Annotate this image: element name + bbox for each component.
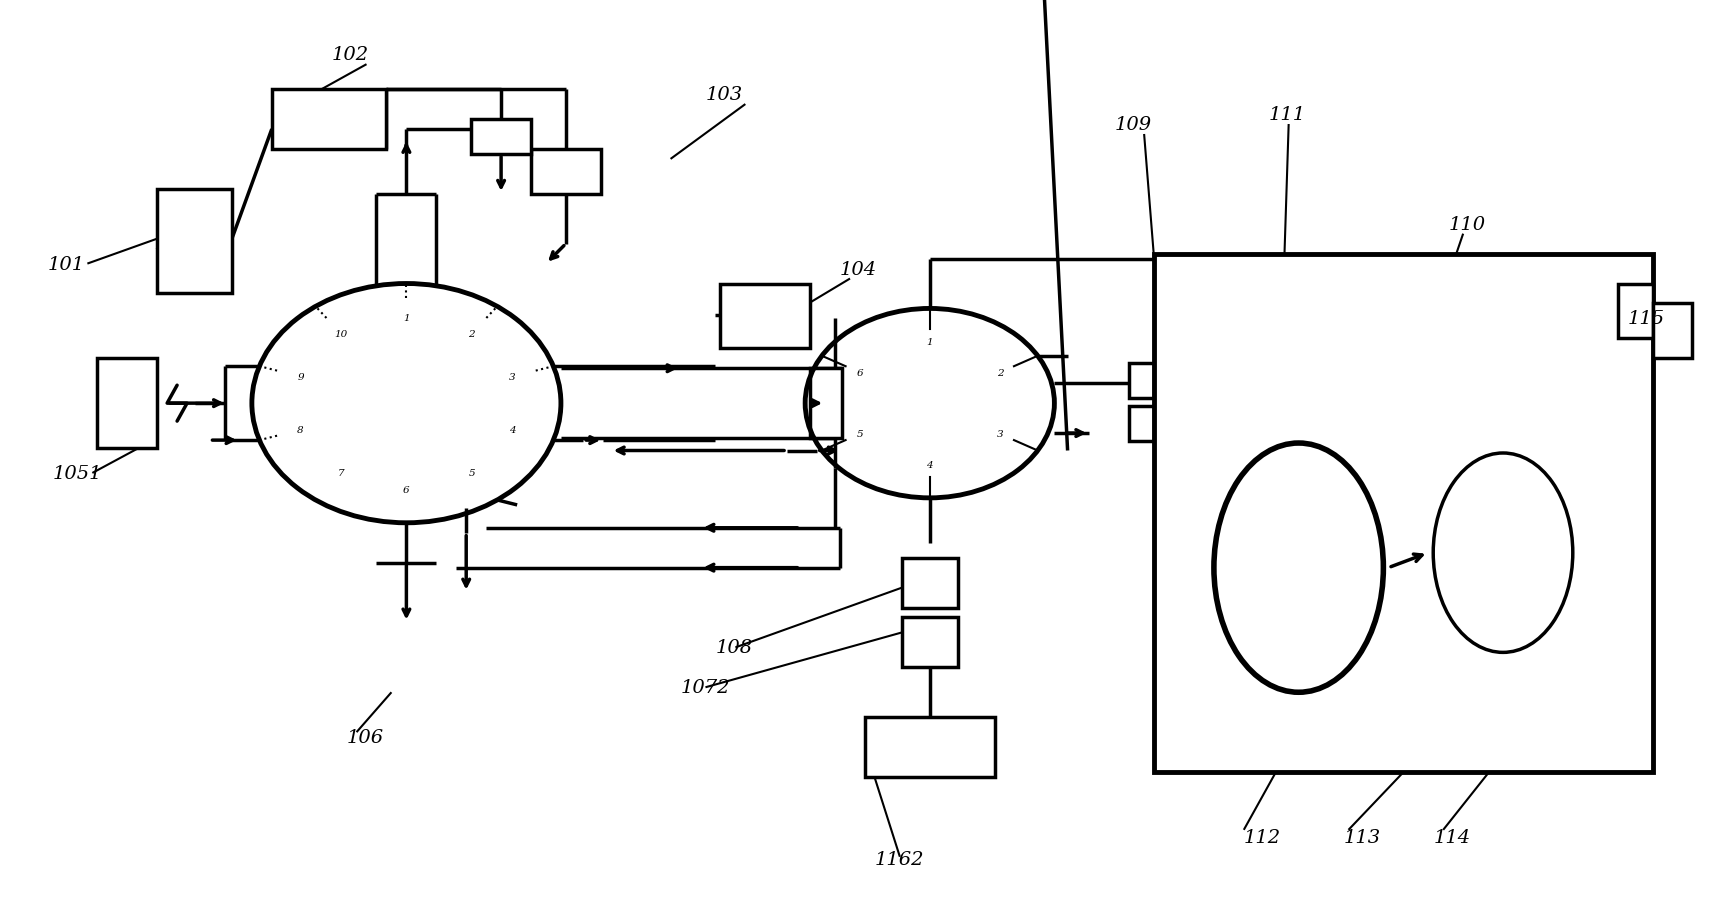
Text: 115: 115	[1627, 310, 1664, 328]
Text: 2: 2	[468, 330, 475, 339]
Text: 5: 5	[468, 469, 475, 478]
Text: 111: 111	[1268, 106, 1304, 124]
Text: 8: 8	[297, 426, 303, 434]
Bar	[271, 90, 386, 150]
Bar	[809, 368, 842, 439]
Text: 104: 104	[840, 260, 876, 278]
Text: 3: 3	[509, 373, 516, 382]
Text: 113: 113	[1342, 828, 1380, 846]
Bar	[720, 284, 809, 349]
Text: 5: 5	[855, 430, 862, 439]
Text: 4: 4	[509, 426, 516, 434]
Text: 114: 114	[1433, 828, 1469, 846]
Text: 109: 109	[1114, 116, 1150, 134]
Text: 1: 1	[926, 338, 932, 347]
Text: 2: 2	[996, 368, 1003, 377]
Bar	[1128, 406, 1154, 442]
Text: 6: 6	[403, 485, 410, 494]
Text: 102: 102	[331, 46, 369, 64]
Text: 10: 10	[334, 330, 348, 339]
Bar	[531, 150, 600, 194]
Bar	[902, 558, 956, 608]
Text: 112: 112	[1243, 828, 1280, 846]
Text: 7: 7	[338, 469, 345, 478]
Text: 1072: 1072	[680, 678, 730, 696]
Bar	[98, 358, 158, 449]
Bar	[158, 190, 231, 294]
Text: 3: 3	[996, 430, 1003, 439]
Text: 4: 4	[926, 461, 932, 470]
Bar	[471, 120, 531, 154]
Text: 103: 103	[704, 86, 742, 104]
Text: 1162: 1162	[874, 850, 924, 868]
Bar	[1616, 284, 1652, 339]
Bar	[864, 717, 994, 777]
Bar	[1128, 364, 1154, 399]
Text: 1051: 1051	[53, 464, 101, 482]
Text: 110: 110	[1447, 216, 1484, 234]
Bar	[902, 618, 956, 667]
Text: 9: 9	[297, 373, 303, 382]
Text: 108: 108	[715, 638, 752, 656]
Text: 101: 101	[48, 256, 84, 274]
Text: 1: 1	[403, 313, 410, 322]
Text: 6: 6	[855, 368, 862, 377]
Bar	[1154, 255, 1652, 772]
Bar	[1652, 304, 1692, 358]
Text: 106: 106	[346, 729, 384, 746]
